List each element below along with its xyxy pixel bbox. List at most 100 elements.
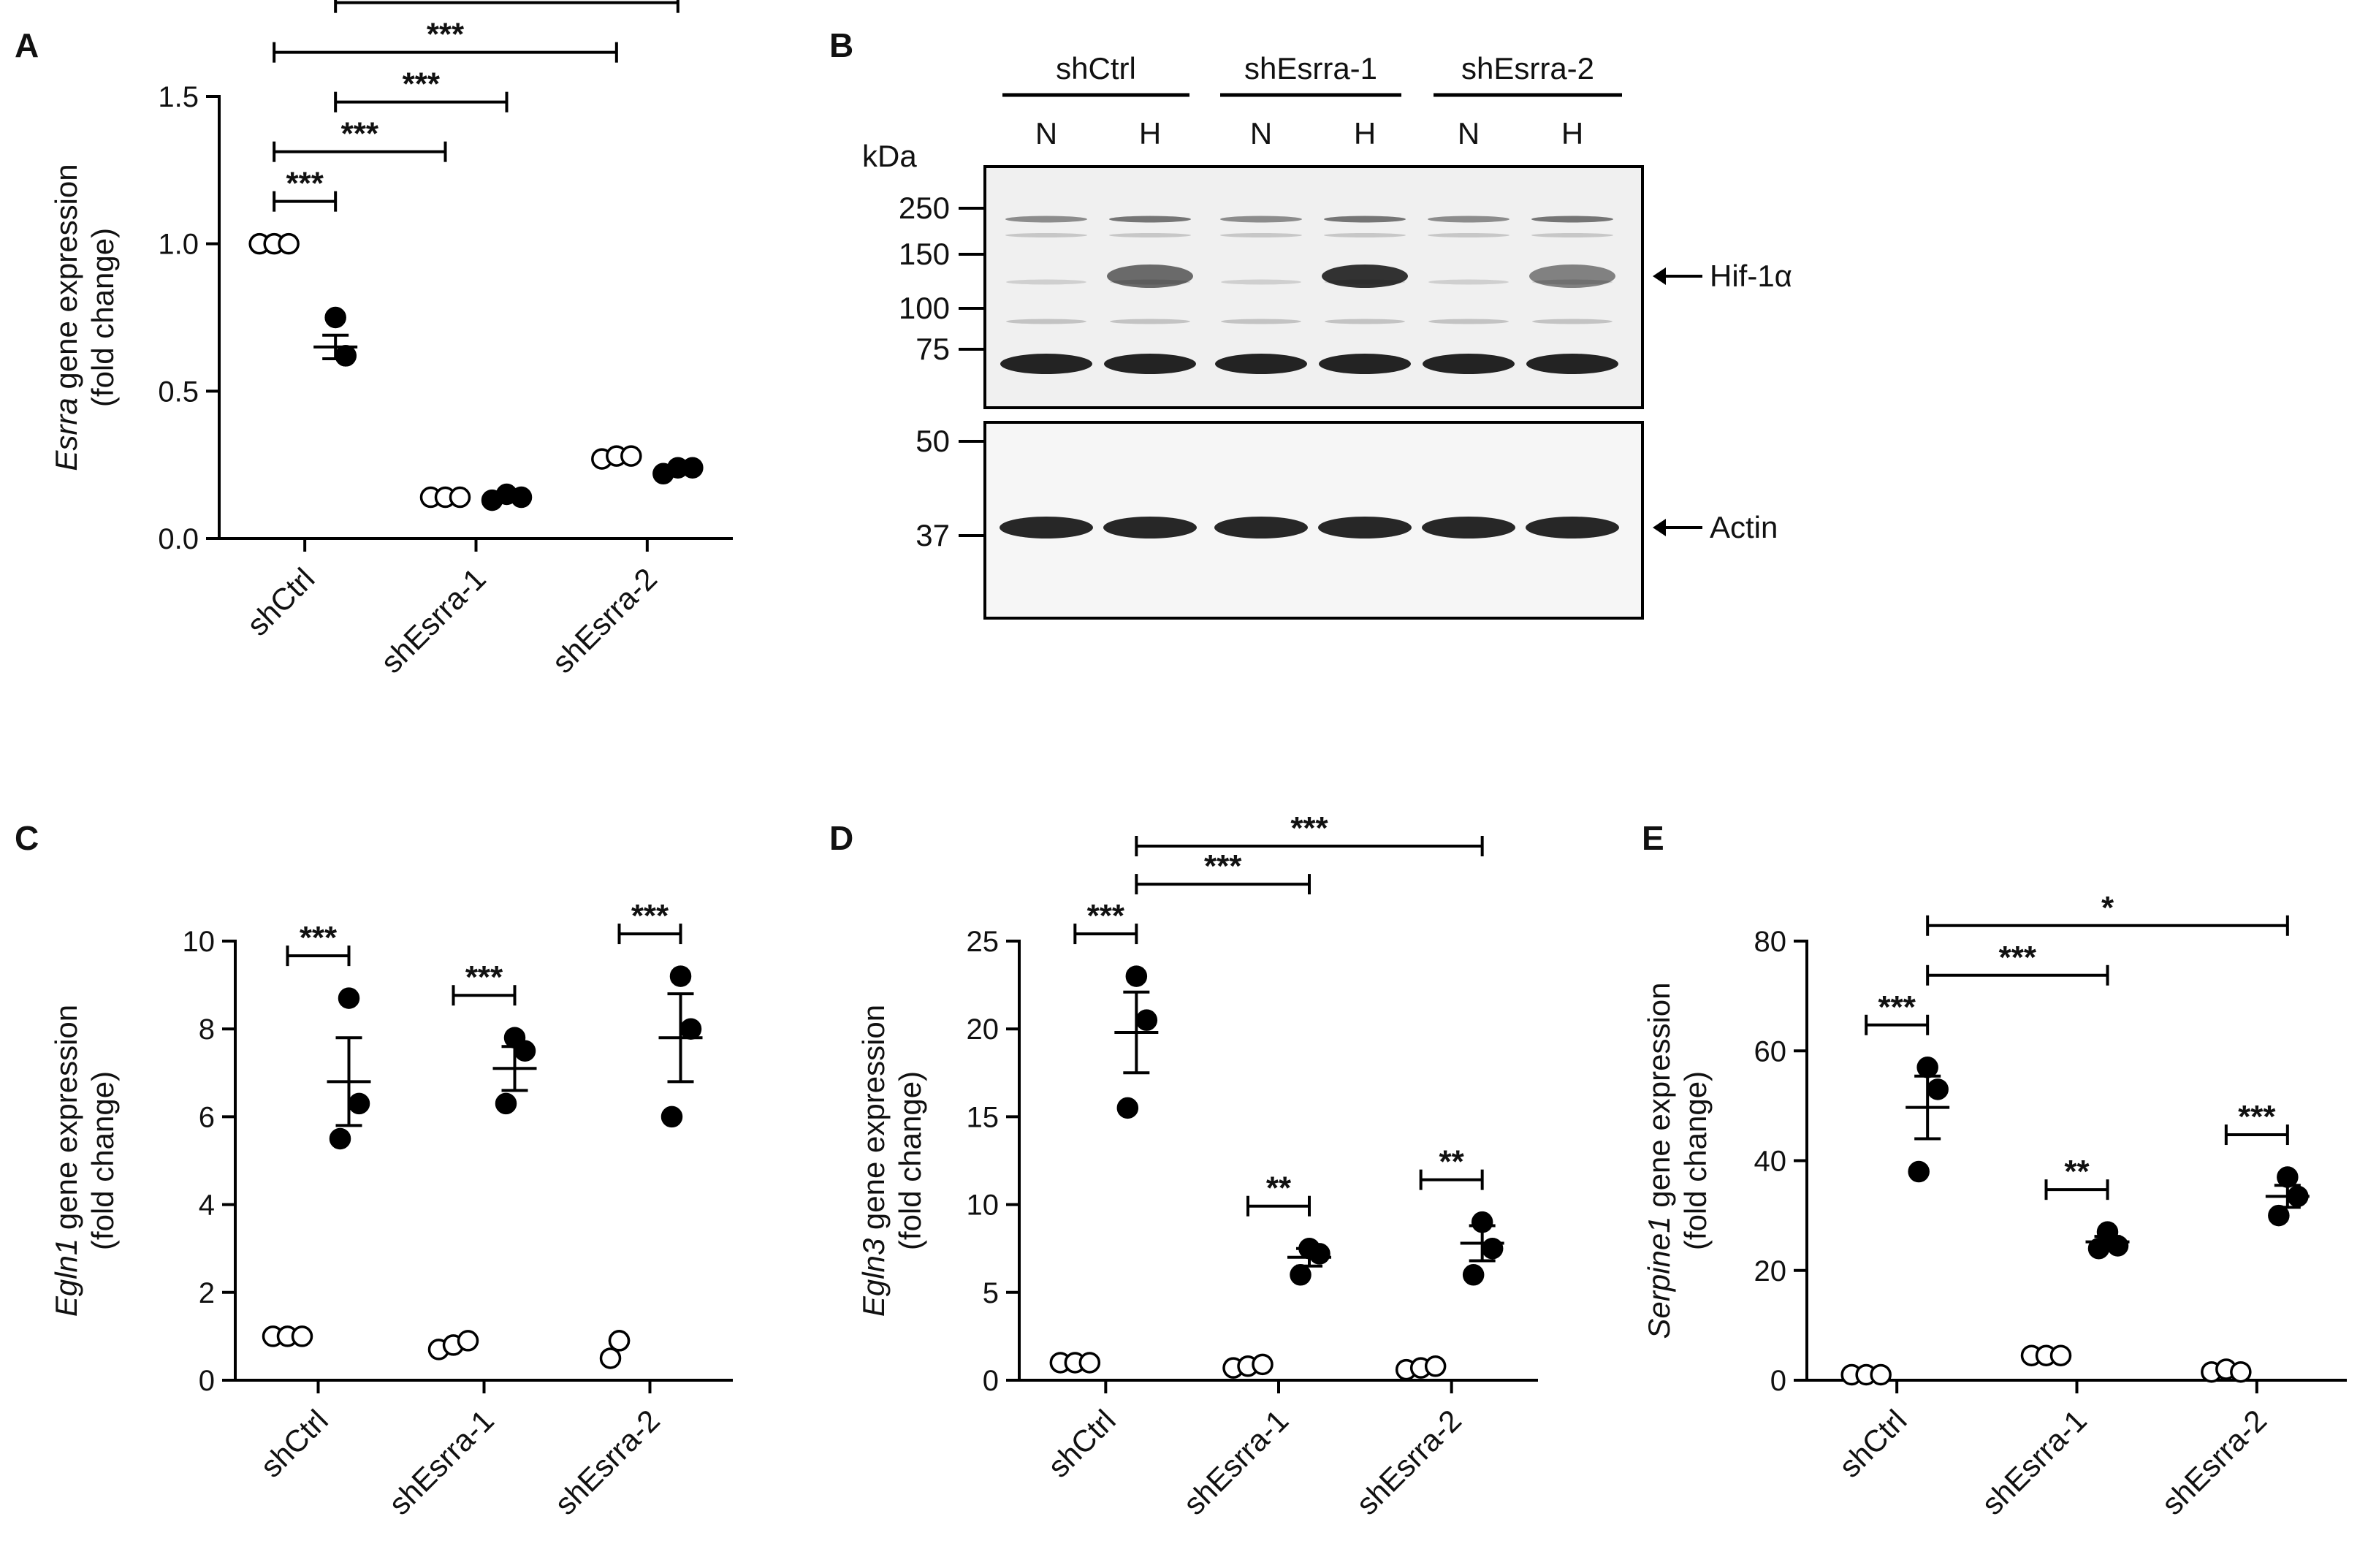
y-tick-label: 10 [967, 1190, 1000, 1222]
kda-marker: 100 [899, 291, 950, 325]
y-tick-label: 25 [967, 926, 1000, 958]
significance-label: *** [403, 66, 441, 102]
y-axis-label-line2: (fold change) [893, 1071, 927, 1250]
loading-band-75 [1104, 354, 1196, 374]
hypoxia-point [335, 345, 357, 367]
nonspecific-band [1220, 216, 1302, 223]
band-arrowhead [1653, 519, 1666, 536]
y-axis-label-line2: (fold change) [1678, 1071, 1713, 1250]
hypoxia-point [1290, 1264, 1311, 1286]
y-tick-label: 40 [1754, 1146, 1787, 1178]
hypoxia-point [348, 1092, 370, 1115]
y-tick-label: 0 [983, 1365, 999, 1397]
significance-label: ** [2064, 1154, 2090, 1190]
hypoxia-point [329, 1127, 351, 1150]
y-tick-label: 0 [199, 1365, 215, 1397]
y-axis-label-line2: (fold change) [85, 228, 120, 407]
normoxia-point [599, 1347, 622, 1369]
x-category-label: shEsrra-2 [2155, 1403, 2273, 1521]
y-axis-label: Serpine1 gene expression [1642, 982, 1676, 1339]
nonspecific-band [1324, 216, 1406, 223]
blot-lane-label: N [1250, 116, 1272, 151]
y-axis-label-text: gene expression [49, 1005, 83, 1238]
nonspecific-band [1220, 233, 1302, 237]
panel-label-C: C [15, 819, 39, 857]
x-category-label: shEsrra-1 [1975, 1403, 2093, 1521]
blot-group-label: shEsrra-1 [1244, 51, 1377, 85]
blot-group-label: shEsrra-2 [1461, 51, 1594, 85]
panel-label-A: A [15, 26, 39, 64]
y-axis-label-gene: Egln3 [856, 1238, 891, 1317]
actin-band [1422, 517, 1515, 538]
y-axis-label-text: gene expression [1642, 982, 1676, 1216]
normoxia-point [2230, 1360, 2252, 1383]
nonspecific-band [1325, 319, 1405, 324]
x-category-label: shEsrra-1 [382, 1403, 500, 1521]
y-tick-label: 1.0 [158, 229, 199, 261]
panel-label-E: E [1642, 819, 1664, 857]
significance-label: *** [1087, 898, 1125, 934]
band-label: Actin [1710, 510, 1778, 544]
x-category-label: shEsrra-1 [374, 561, 492, 680]
y-tick-label: 6 [199, 1101, 215, 1133]
blot-group-label: shCtrl [1056, 51, 1136, 85]
hypoxia-point [1916, 1057, 1938, 1078]
x-category-label: shCtrl [1041, 1403, 1122, 1484]
y-tick-label: 0.5 [158, 376, 199, 408]
normoxia-point [1424, 1355, 1447, 1377]
hypoxia-point [669, 965, 692, 987]
significance-label: *** [1204, 848, 1242, 884]
nonspecific-band [1531, 216, 1613, 223]
nonspecific-band [1428, 233, 1509, 237]
x-category-label: shEsrra-2 [545, 561, 663, 680]
chart-E: 0 20 40 60 80 shCtrl shEsrra-1 shEsrra-2 Serpine… [1642, 890, 2347, 1521]
significance-label: ** [1439, 1144, 1465, 1180]
significance-label: *** [1290, 810, 1328, 846]
hif1a-band [1107, 264, 1193, 288]
y-axis-label: Esrra gene expression [49, 164, 83, 471]
y-tick-label: 0.0 [158, 523, 199, 555]
nonspecific-band [1428, 319, 1509, 324]
significance-label: *** [1878, 989, 1916, 1025]
y-axis-label-gene: Serpine1 [1642, 1216, 1676, 1339]
blot-lane-label: H [1139, 116, 1161, 151]
y-axis-label: Egln1 gene expression [49, 1005, 83, 1317]
nonspecific-band [1006, 279, 1086, 285]
normoxia-point [608, 1330, 631, 1352]
nonspecific-band [1110, 319, 1190, 324]
actin-band [1318, 517, 1412, 538]
chart-A: 0.0 0.5 1.0 1.5 shCtrl shEsrra-1 shEsrra-2 Esrr… [49, 0, 733, 680]
kda-marker: 250 [899, 191, 950, 225]
y-tick-label: 10 [183, 926, 216, 958]
chart-C: 0 2 4 6 8 10 shCtrl shEsrra-1 shEsrra-2 Egln1 gen… [49, 898, 733, 1521]
y-tick-label: 20 [967, 1013, 1000, 1046]
x-category-label: shCtrl [254, 1403, 335, 1484]
x-category-label: shEsrra-2 [1349, 1403, 1468, 1521]
kda-marker: 150 [899, 237, 950, 271]
loading-band-75 [1319, 354, 1411, 374]
nonspecific-band [1109, 216, 1191, 223]
y-tick-label: 8 [199, 1013, 215, 1046]
nonspecific-band [1324, 233, 1406, 237]
normoxia-point [1252, 1353, 1274, 1376]
hypoxia-point [495, 1092, 517, 1115]
hypoxia-point [1116, 1097, 1139, 1119]
significance-label: *** [427, 17, 465, 53]
band-arrowhead [1653, 267, 1666, 285]
loading-band-75 [1000, 354, 1092, 374]
y-axis-label-gene: Egln1 [49, 1238, 83, 1317]
hypoxia-point [679, 1018, 702, 1040]
x-category-label: shEsrra-2 [548, 1403, 666, 1521]
hypoxia-point [2106, 1235, 2129, 1257]
blot-lane-label: H [1354, 116, 1376, 151]
normoxia-point [291, 1325, 313, 1347]
y-axis-label-line2: (fold change) [85, 1071, 120, 1250]
panel-label-B: B [829, 26, 853, 64]
y-tick-label: 1.5 [158, 81, 199, 113]
panel-label-D: D [829, 819, 853, 857]
hypoxia-point [338, 987, 360, 1009]
significance-label: *** [1999, 940, 2037, 975]
kda-marker: 37 [915, 518, 950, 552]
kda-label: kDa [862, 139, 917, 173]
nonspecific-band [1221, 319, 1301, 324]
